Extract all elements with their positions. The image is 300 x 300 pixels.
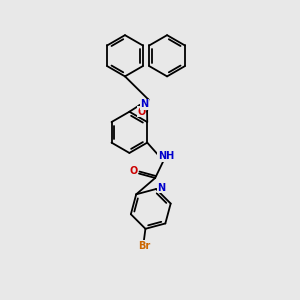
Text: N: N — [140, 100, 148, 110]
Text: N: N — [157, 182, 166, 193]
Text: NH: NH — [158, 152, 174, 161]
Text: O: O — [138, 106, 146, 117]
Text: O: O — [130, 166, 138, 176]
Text: Br: Br — [138, 241, 150, 251]
